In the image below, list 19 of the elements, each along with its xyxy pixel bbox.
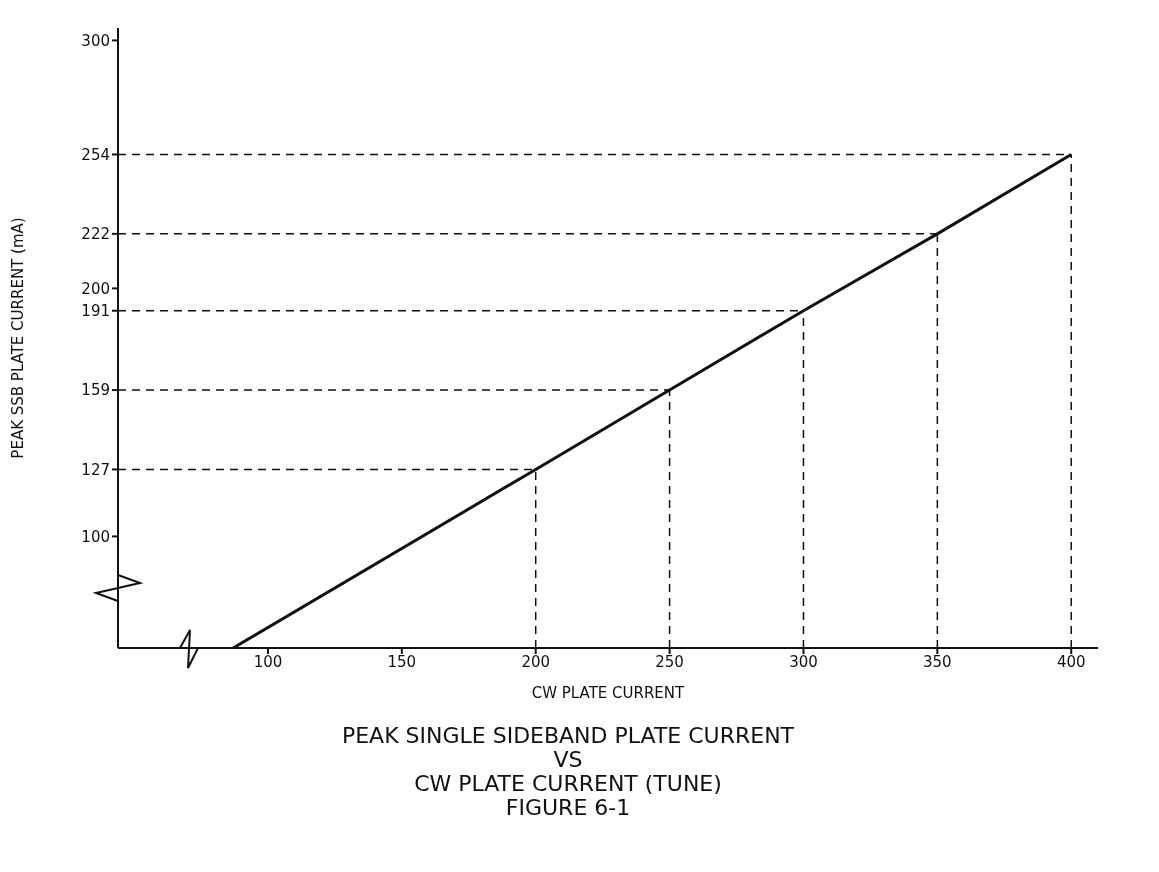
x-tick-label: 150 [387, 652, 417, 671]
y-axis-title: PEAK SSB PLATE CURRENT (mA) [9, 217, 28, 459]
text: PEAK SINGLE SIDEBAND PLATE CURRENT VS CW PLATE CURRENT (TUNE) [340, 723, 796, 796]
y-tick-label: 127 [81, 460, 110, 479]
y-tick-label: 222 [81, 225, 110, 244]
y-tick-label: 191 [81, 302, 110, 321]
y-tick-label: 200 [81, 279, 110, 298]
y-tick-label: 300 [81, 31, 110, 50]
x-tick-label: 300 [789, 652, 818, 671]
x-tick-label: 250 [655, 652, 684, 671]
y-tick-label: 159 [81, 381, 110, 400]
y-tick-label: 254 [81, 145, 110, 164]
x-tick-label: 400 [1056, 652, 1086, 671]
caption: FIGURE 6-1 [504, 795, 632, 820]
x-tick-label: 200 [521, 652, 551, 671]
x-tick-label: 350 [923, 652, 952, 671]
x-tick-label: 100 [253, 652, 283, 671]
y-tick-label: 100 [81, 527, 110, 546]
x-axis-title: CW PLATE CURRENT [531, 684, 686, 702]
